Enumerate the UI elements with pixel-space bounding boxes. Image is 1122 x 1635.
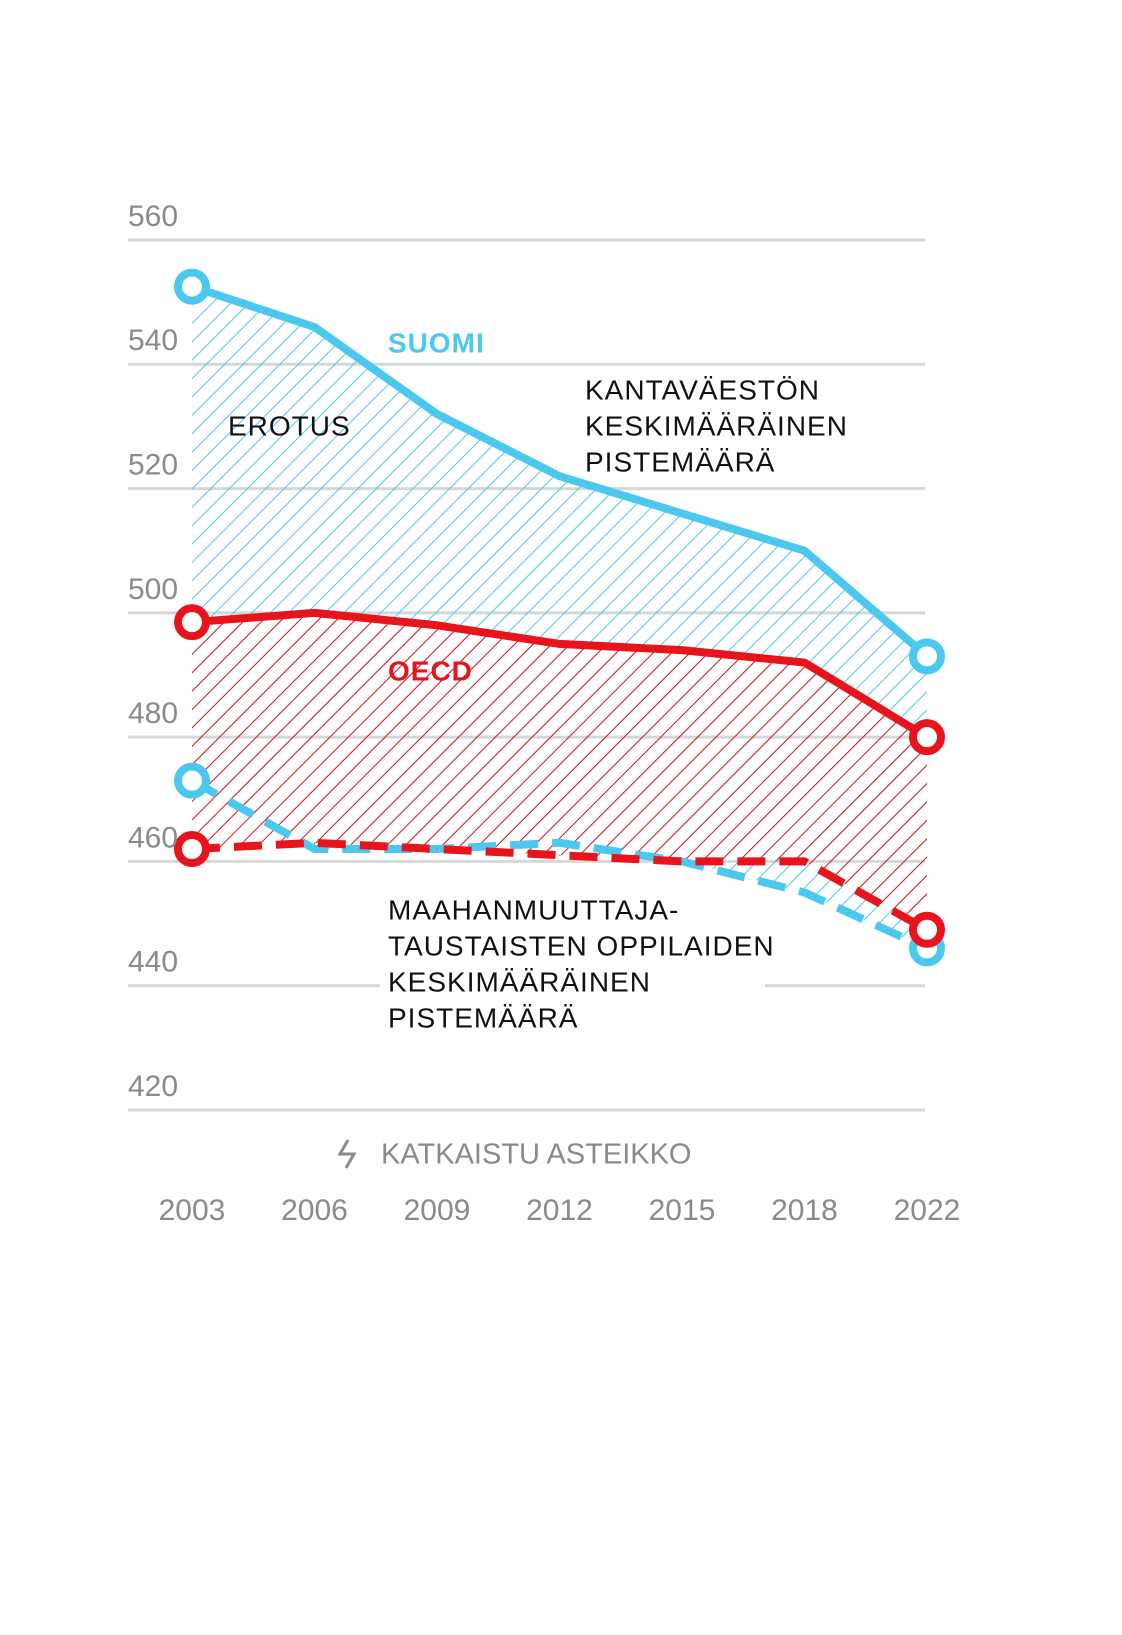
y-tick-label: 520	[128, 448, 178, 481]
point	[559, 842, 560, 844]
point	[804, 550, 805, 552]
x-tick-label: 2022	[894, 1194, 961, 1227]
immigrant-label: KESKIMÄÄRÄINEN	[388, 966, 651, 997]
point	[681, 512, 683, 514]
areas	[192, 286, 927, 949]
point	[314, 848, 315, 850]
immigrant-label: TAUSTAISTEN OPPILAIDEN	[388, 930, 775, 961]
y-tick-label: 560	[128, 200, 178, 233]
end-marker	[174, 604, 210, 641]
point	[681, 649, 683, 651]
difference-area	[192, 612, 927, 930]
point	[436, 413, 438, 415]
y-tick-label: 460	[128, 821, 178, 854]
end-marker	[909, 911, 945, 948]
native-label: PISTEMÄÄRÄ	[585, 446, 775, 477]
x-tick-label: 2003	[159, 1194, 226, 1227]
immigrant-label: PISTEMÄÄRÄ	[388, 1002, 578, 1033]
end-marker	[909, 719, 945, 756]
native-label: KANTAVÄESTÖN	[585, 374, 820, 405]
oecd-label: OECD	[388, 655, 473, 686]
native-label: KESKIMÄÄRÄINEN	[585, 410, 848, 441]
x-tick-label: 2018	[771, 1194, 838, 1227]
suomi-label: SUOMI	[388, 327, 485, 358]
point	[314, 612, 315, 614]
y-tick-label: 440	[128, 946, 178, 979]
point	[314, 326, 315, 328]
point	[559, 643, 560, 645]
x-tick-label: 2012	[526, 1194, 593, 1227]
point	[436, 624, 438, 626]
point	[559, 854, 560, 856]
end-marker	[909, 638, 945, 675]
labels: 420 440 460 480 500 520 540 560 2003 2006 2009 2012…	[128, 200, 960, 1227]
point	[681, 860, 683, 862]
point	[804, 860, 805, 862]
point	[559, 475, 560, 477]
end-marker	[174, 268, 210, 305]
axis-break-icon	[337, 1139, 357, 1169]
label-background	[380, 890, 765, 1040]
point	[436, 848, 438, 850]
y-tick-label: 480	[128, 697, 178, 730]
immigrant-label: MAAHANMUUTTAJA-	[388, 894, 679, 925]
y-tick-label: 540	[128, 324, 178, 357]
x-tick-label: 2006	[281, 1194, 348, 1227]
lines	[174, 268, 945, 967]
end-marker	[174, 762, 210, 799]
difference-label: EROTUS	[228, 410, 351, 441]
y-tick-label: 500	[128, 573, 178, 606]
x-tick-label: 2015	[649, 1194, 716, 1227]
end-marker	[174, 831, 210, 867]
y-tick-label: 420	[128, 1070, 178, 1103]
point	[804, 892, 805, 893]
point	[804, 662, 805, 664]
point	[314, 842, 315, 844]
x-tick-label: 2009	[404, 1194, 471, 1227]
axis-break-label: KATKAISTU ASTEIKKO	[381, 1139, 692, 1171]
